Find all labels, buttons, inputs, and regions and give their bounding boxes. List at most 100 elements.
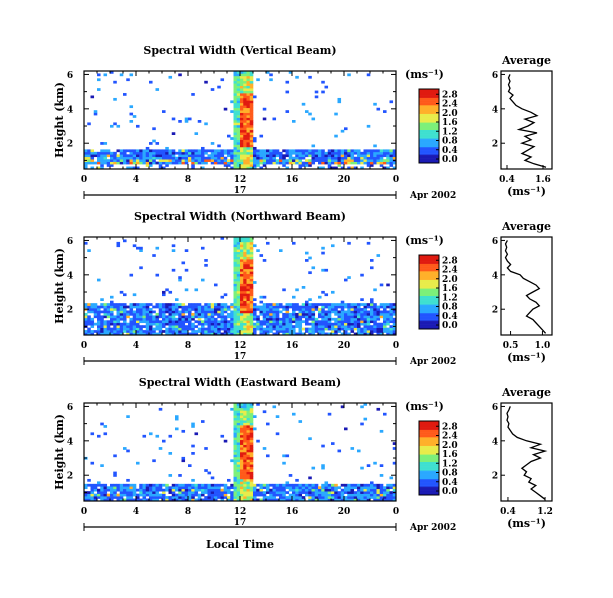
- heatmap-cell: [210, 149, 215, 153]
- heatmap-cell: [366, 241, 371, 245]
- heatmap-cell: [347, 483, 351, 487]
- heatmap-cell: [292, 488, 296, 492]
- heatmap-cell: [165, 288, 169, 292]
- heatmap-cell: [305, 305, 309, 309]
- colorbar-segment: [419, 470, 439, 472]
- heatmap-cell: [298, 308, 303, 311]
- heatmap-cell: [155, 161, 160, 165]
- colorbar-segment: [419, 107, 439, 110]
- heatmap-cell: [347, 161, 351, 165]
- heatmap-cell: [308, 151, 312, 155]
- heatmap-cell: [324, 303, 329, 306]
- heatmap-cell: [240, 478, 244, 482]
- heatmap-cell: [314, 303, 319, 306]
- heatmap-cell: [171, 303, 176, 306]
- heatmap-cell: [106, 161, 111, 165]
- heatmap-cell: [292, 332, 296, 336]
- heatmap-cell: [106, 332, 111, 336]
- heatmap-cell: [139, 161, 143, 165]
- heatmap-cell: [236, 290, 241, 294]
- heatmap-cell: [246, 244, 251, 248]
- heatmap-cell: [236, 281, 241, 284]
- heatmap-cell: [106, 327, 111, 331]
- heatmap-cell: [246, 407, 251, 411]
- heatmap-cell: [100, 164, 104, 167]
- heatmap-cell: [240, 315, 244, 319]
- heatmap-cell: [155, 312, 160, 316]
- panel-title: Spectral Width (Eastward Beam): [139, 376, 341, 389]
- heatmap-cell: [249, 300, 254, 304]
- heatmap-cell: [139, 310, 143, 314]
- heatmap-cell: [129, 317, 134, 321]
- heatmap-cell: [285, 110, 290, 113]
- heatmap-cell: [275, 493, 280, 497]
- heatmap-cell: [314, 496, 319, 499]
- heatmap-cell: [262, 151, 267, 155]
- heatmap-cell: [194, 159, 199, 162]
- heatmap-cell: [168, 305, 173, 309]
- heatmap-cell: [334, 312, 338, 316]
- heatmap-cell: [363, 330, 368, 333]
- heatmap-cell: [84, 493, 88, 497]
- heatmap-cell: [240, 427, 244, 431]
- heatmap-cell: [90, 303, 95, 306]
- heatmap-cell: [97, 317, 101, 321]
- heatmap-cell: [165, 498, 169, 502]
- heatmap-cell: [168, 434, 173, 438]
- heatmap-cell: [259, 493, 264, 497]
- colorbar-segment: [419, 278, 439, 280]
- heatmap-cell: [236, 403, 241, 406]
- heatmap-cell: [249, 83, 254, 86]
- colorbar-segment: [419, 119, 439, 122]
- heatmap-cell: [272, 312, 277, 316]
- heatmap-cell: [243, 120, 247, 123]
- heatmap-cell: [275, 491, 280, 494]
- heatmap-cell: [145, 332, 150, 336]
- heatmap-cell: [210, 493, 215, 497]
- heatmap-cell: [204, 303, 208, 306]
- heatmap-cell: [243, 456, 247, 460]
- heatmap-cell: [370, 266, 374, 270]
- heatmap-cell: [236, 496, 241, 499]
- heatmap-cell: [243, 97, 247, 101]
- heatmap-cell: [243, 251, 247, 255]
- heatmap-cell: [272, 488, 277, 492]
- heatmap-cell: [266, 317, 270, 321]
- heatmap-cell: [243, 481, 247, 485]
- heatmap-cell: [327, 322, 332, 326]
- heatmap-cell: [227, 151, 231, 155]
- heatmap-cell: [344, 315, 348, 319]
- heatmap-cell: [249, 471, 254, 475]
- panel-2: Spectral Width (Northward Beam)0 4 8 12 16 20…: [53, 210, 553, 367]
- heatmap-cell: [220, 327, 225, 331]
- heatmap-cell: [334, 305, 338, 309]
- heatmap-cell: [165, 486, 169, 490]
- heatmap-cell: [236, 88, 241, 91]
- heatmap-cell: [100, 149, 104, 153]
- heatmap-cell: [370, 303, 374, 306]
- heatmap-cell: [324, 486, 329, 490]
- heatmap-cell: [136, 498, 140, 502]
- heatmap-cell: [210, 496, 215, 499]
- heatmap-cell: [350, 491, 355, 494]
- panel-title: Spectral Width (Northward Beam): [134, 210, 346, 223]
- heatmap-cell: [233, 295, 238, 299]
- heatmap-cell: [301, 315, 306, 319]
- heatmap-cell: [275, 149, 280, 153]
- heatmap-cell: [191, 425, 195, 428]
- heatmap-cell: [324, 293, 329, 297]
- heatmap-cell: [220, 491, 225, 494]
- heatmap-cell: [272, 159, 277, 162]
- heatmap-cell: [379, 327, 384, 331]
- heatmap-cell: [376, 305, 381, 309]
- heatmap-cell: [266, 327, 270, 331]
- heatmap-cell: [249, 425, 254, 428]
- heatmap-cell: [246, 115, 251, 118]
- heatmap-cell: [350, 154, 355, 158]
- heatmap-cell: [246, 146, 251, 150]
- heatmap-cell: [243, 312, 247, 316]
- heatmap-cell: [279, 498, 283, 502]
- heatmap-cell: [285, 330, 290, 333]
- heatmap-cell: [350, 320, 355, 324]
- heatmap-cell: [155, 320, 160, 324]
